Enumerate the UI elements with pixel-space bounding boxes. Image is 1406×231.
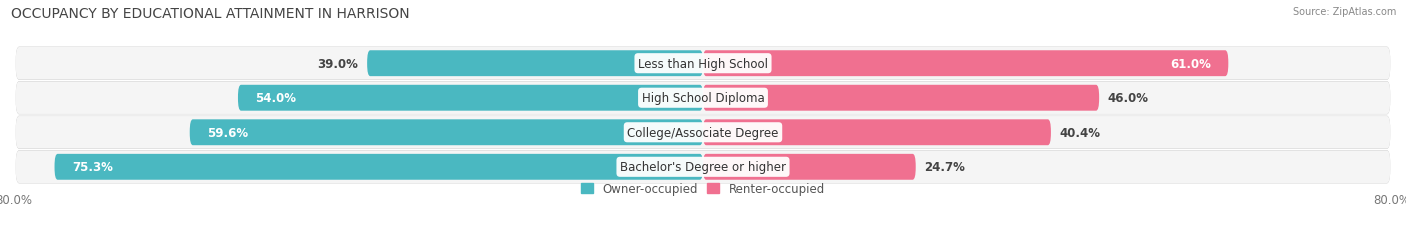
FancyBboxPatch shape [15, 116, 1391, 149]
FancyBboxPatch shape [703, 154, 915, 180]
FancyBboxPatch shape [703, 120, 1050, 146]
FancyBboxPatch shape [15, 151, 1391, 184]
FancyBboxPatch shape [367, 51, 703, 77]
FancyBboxPatch shape [15, 151, 1391, 183]
Text: 59.6%: 59.6% [207, 126, 247, 139]
Text: 61.0%: 61.0% [1170, 58, 1211, 70]
Text: 40.4%: 40.4% [1060, 126, 1101, 139]
Text: College/Associate Degree: College/Associate Degree [627, 126, 779, 139]
FancyBboxPatch shape [15, 116, 1391, 149]
FancyBboxPatch shape [238, 85, 703, 111]
FancyBboxPatch shape [55, 154, 703, 180]
Text: 54.0%: 54.0% [256, 92, 297, 105]
Text: Less than High School: Less than High School [638, 58, 768, 70]
Text: 75.3%: 75.3% [72, 161, 112, 173]
FancyBboxPatch shape [703, 85, 1099, 111]
FancyBboxPatch shape [703, 51, 1229, 77]
FancyBboxPatch shape [15, 48, 1391, 80]
Text: OCCUPANCY BY EDUCATIONAL ATTAINMENT IN HARRISON: OCCUPANCY BY EDUCATIONAL ATTAINMENT IN H… [11, 7, 411, 21]
Text: Bachelor's Degree or higher: Bachelor's Degree or higher [620, 161, 786, 173]
Legend: Owner-occupied, Renter-occupied: Owner-occupied, Renter-occupied [581, 182, 825, 195]
Text: High School Diploma: High School Diploma [641, 92, 765, 105]
FancyBboxPatch shape [15, 82, 1391, 115]
FancyBboxPatch shape [15, 82, 1391, 115]
Text: 24.7%: 24.7% [924, 161, 965, 173]
Text: 39.0%: 39.0% [318, 58, 359, 70]
Text: 46.0%: 46.0% [1108, 92, 1149, 105]
FancyBboxPatch shape [15, 47, 1391, 80]
FancyBboxPatch shape [190, 120, 703, 146]
Text: Source: ZipAtlas.com: Source: ZipAtlas.com [1292, 7, 1396, 17]
